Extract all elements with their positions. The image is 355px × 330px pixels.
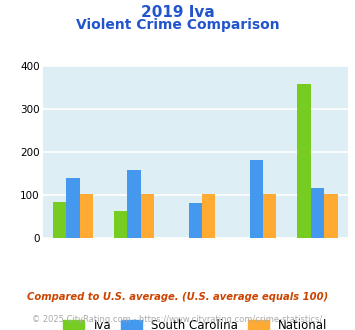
- Text: 2019 Iva: 2019 Iva: [141, 5, 214, 20]
- Text: © 2025 CityRating.com - https://www.cityrating.com/crime-statistics/: © 2025 CityRating.com - https://www.city…: [32, 315, 323, 324]
- Bar: [250, 159, 263, 238]
- Text: Compared to U.S. average. (U.S. average equals 100): Compared to U.S. average. (U.S. average …: [27, 292, 328, 302]
- Bar: [127, 170, 141, 238]
- Bar: [263, 194, 277, 238]
- Bar: [53, 202, 66, 238]
- Bar: [66, 179, 80, 238]
- Bar: [324, 194, 338, 238]
- Bar: [297, 84, 311, 238]
- Text: Violent Crime Comparison: Violent Crime Comparison: [76, 18, 279, 32]
- Bar: [114, 211, 127, 238]
- Legend: Iva, South Carolina, National: Iva, South Carolina, National: [59, 315, 331, 330]
- Bar: [202, 194, 215, 238]
- Bar: [189, 203, 202, 238]
- Bar: [141, 194, 154, 238]
- Bar: [80, 194, 93, 238]
- Bar: [311, 188, 324, 238]
